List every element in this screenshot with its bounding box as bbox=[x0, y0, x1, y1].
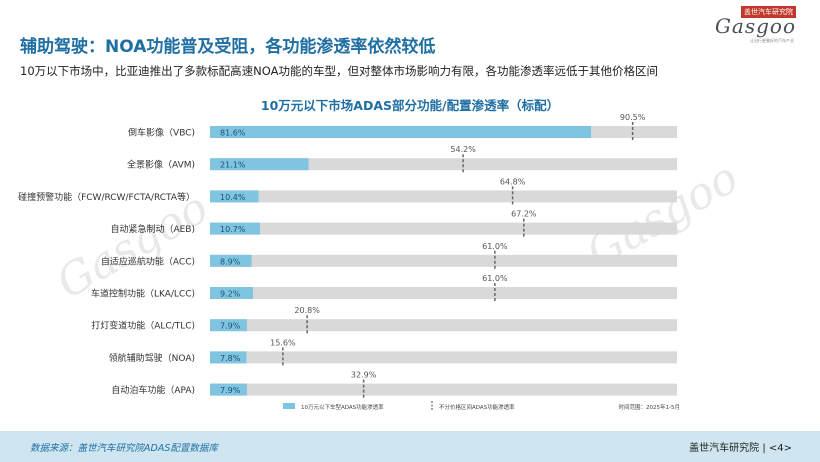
chart-title: 10万元以下市场ADAS部分功能/配置渗透率（标配） bbox=[260, 98, 560, 113]
bar-sub10w-5 bbox=[210, 287, 253, 299]
bar-sub10w-7 bbox=[210, 351, 247, 364]
bar-background-7 bbox=[210, 351, 677, 364]
category-label-7: 领航辅助驾驶（NOA) bbox=[109, 352, 195, 364]
legend-label-all-market: 不分价格区间ADAS功能渗透率 bbox=[439, 403, 515, 411]
marker-label-all-market-5: 61.0% bbox=[482, 274, 508, 283]
bar-label-sub10w-3: 10.7% bbox=[220, 225, 246, 234]
marker-label-all-market-1: 54.2% bbox=[450, 145, 476, 154]
bar-background-8 bbox=[210, 383, 677, 396]
bar-background-1 bbox=[210, 158, 677, 171]
footer-source: 数据来源：盖世汽车研究院ADAS配置数据库 bbox=[30, 443, 218, 454]
footer-org: 盖世汽车研究院 | <4> bbox=[689, 443, 792, 454]
category-label-5: 车道控制功能（LKA/LCC) bbox=[91, 288, 195, 300]
category-label-1: 全景影像（AVM) bbox=[127, 159, 195, 171]
bar-label-sub10w-4: 8.9% bbox=[220, 257, 241, 266]
bar-label-sub10w-8: 7.9% bbox=[220, 386, 241, 395]
chart-note: 时间范围：2025年1-5月 bbox=[619, 403, 680, 411]
bar-sub10w-2 bbox=[210, 190, 259, 203]
category-label-8: 自动泊车功能（APA) bbox=[111, 384, 195, 396]
marker-label-all-market-6: 20.8% bbox=[294, 306, 320, 315]
bar-sub10w-3 bbox=[210, 222, 260, 235]
bar-background-3 bbox=[210, 222, 677, 235]
logo-tag: 盖世汽车研究院 bbox=[741, 6, 796, 18]
bar-label-sub10w-0: 81.6% bbox=[220, 129, 246, 138]
legend-swatch-sub10w bbox=[283, 403, 295, 409]
footer-bar: 数据来源：盖世汽车研究院ADAS配置数据库 盖世汽车研究院 | <4> bbox=[0, 431, 820, 462]
bar-background-2 bbox=[210, 190, 677, 203]
penetration-bar-chart: 81.6% 90.5% 倒车影像（VBC) 21.1% 54.2% 全景影像（AVM) 10… bbox=[18, 113, 680, 411]
marker-label-all-market-4: 61.0% bbox=[482, 242, 508, 251]
marker-label-all-market-2: 64.8% bbox=[500, 177, 526, 186]
bar-sub10w-1 bbox=[210, 158, 309, 171]
page-title: 辅助驾驶：NOA功能普及受阻，各功能渗透率依然较低 bbox=[20, 37, 436, 57]
category-label-6: 打灯变道功能（ALC/TLC) bbox=[91, 320, 195, 332]
gasgoo-logo: 盖世汽车研究院 Gasgoo 让出行更美好的汽车产业 bbox=[704, 6, 796, 46]
marker-label-all-market-8: 32.9% bbox=[351, 371, 377, 380]
category-label-2: 碰撞预警功能（FCW/RCW/FCTA/RCTA等） bbox=[18, 191, 195, 203]
marker-label-all-market-0: 90.5% bbox=[620, 113, 646, 122]
logo-slogan: 让出行更美好的汽车产业 bbox=[750, 38, 794, 43]
bar-background-5 bbox=[210, 287, 677, 299]
legend-label-sub10w: 10万元以下车型ADAS功能渗透率 bbox=[301, 403, 384, 411]
category-label-0: 倒车影像（VBC) bbox=[128, 127, 195, 139]
bar-label-sub10w-5: 9.2% bbox=[220, 290, 241, 299]
page-subtitle: 10万以下市场中，比亚迪推出了多款标配高速NOA功能的车型，但对整体市场影响力有… bbox=[20, 64, 658, 78]
logo-brand: Gasgoo bbox=[714, 14, 796, 38]
bar-label-sub10w-7: 7.8% bbox=[220, 354, 241, 363]
bar-sub10w-6 bbox=[210, 319, 247, 332]
category-label-3: 自动紧急制动（AEB) bbox=[110, 223, 195, 235]
marker-label-all-market-3: 67.2% bbox=[511, 210, 537, 219]
bar-label-sub10w-6: 7.9% bbox=[220, 322, 241, 331]
footer-org-name: 盖世汽车研究院 bbox=[689, 443, 760, 454]
marker-label-all-market-7: 15.6% bbox=[270, 338, 296, 347]
bar-background-4 bbox=[210, 254, 677, 267]
bar-sub10w-4 bbox=[210, 254, 252, 267]
bar-sub10w-0 bbox=[210, 126, 592, 138]
bar-label-sub10w-1: 21.1% bbox=[220, 161, 246, 170]
category-label-4: 自适应巡航功能（ACC) bbox=[101, 255, 195, 267]
page-number: <4> bbox=[768, 443, 792, 454]
bar-sub10w-8 bbox=[210, 383, 247, 396]
bar-background-6 bbox=[210, 319, 677, 332]
bar-label-sub10w-2: 10.4% bbox=[220, 193, 246, 202]
